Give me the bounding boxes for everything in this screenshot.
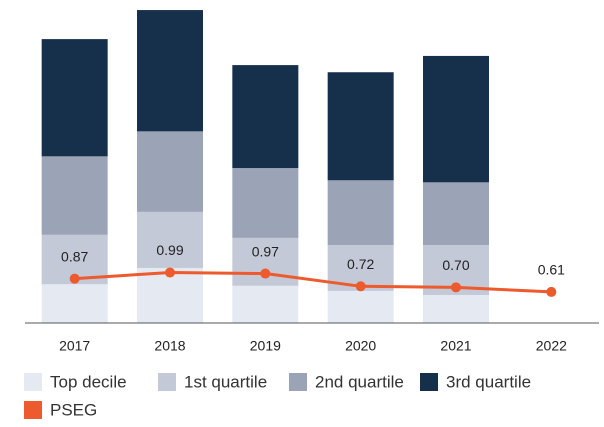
- data-label: 0.87: [61, 248, 88, 264]
- bar-segment: [137, 211, 203, 268]
- data-label: 0.97: [252, 243, 279, 259]
- bar-segment: [232, 65, 299, 169]
- bar-segment: [232, 168, 299, 238]
- legend-label: 1st quartile: [184, 372, 267, 391]
- line-point: [451, 282, 461, 293]
- line-point: [69, 273, 80, 284]
- data-label: 0.70: [442, 257, 469, 273]
- bar-segment: [41, 284, 108, 323]
- legend-swatch: [24, 401, 42, 419]
- x-tick-label: 2020: [345, 338, 376, 354]
- data-label: 0.61: [538, 262, 565, 278]
- legend-swatch: [420, 373, 438, 391]
- legend-swatch: [289, 373, 307, 391]
- bar-segment: [423, 182, 489, 246]
- legend-label: 3rd quartile: [446, 372, 531, 391]
- line-point: [355, 281, 366, 292]
- line: [74, 271, 552, 294]
- x-tick-label: 2017: [59, 338, 90, 354]
- line-point: [546, 286, 557, 297]
- bar-segment: [232, 285, 299, 323]
- legend-swatch: [158, 373, 176, 391]
- bar-segment: [327, 290, 394, 323]
- bar-segment: [137, 131, 203, 212]
- data-label: 0.72: [347, 256, 374, 272]
- x-tick-label: 2022: [536, 338, 567, 354]
- legend-label: 2nd quartile: [315, 372, 404, 391]
- line-point: [260, 268, 271, 279]
- legend-label: Top decile: [50, 372, 127, 391]
- line-point: [165, 267, 175, 278]
- bar-segment: [41, 156, 108, 235]
- x-tick-label: 2021: [440, 338, 471, 354]
- bar-segment: [327, 180, 394, 246]
- x-tick-label: 2018: [154, 338, 185, 354]
- data-label: 0.99: [156, 242, 183, 258]
- bar-segment: [41, 39, 108, 157]
- bar-segment: [137, 10, 203, 132]
- legend-swatch: [24, 373, 42, 391]
- bar-segment: [423, 294, 489, 323]
- bar-segment: [423, 55, 489, 183]
- legend-label: PSEG: [50, 400, 97, 419]
- bar-segment: [327, 72, 394, 181]
- x-tick-label: 2019: [250, 338, 281, 354]
